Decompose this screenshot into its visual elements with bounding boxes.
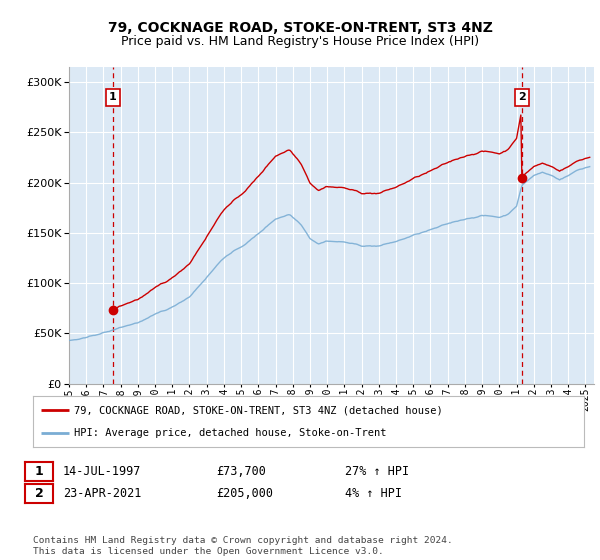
Text: 4% ↑ HPI: 4% ↑ HPI [345,487,402,501]
Text: 14-JUL-1997: 14-JUL-1997 [63,465,142,478]
Text: 79, COCKNAGE ROAD, STOKE-ON-TRENT, ST3 4NZ (detached house): 79, COCKNAGE ROAD, STOKE-ON-TRENT, ST3 4… [74,405,443,415]
Text: HPI: Average price, detached house, Stoke-on-Trent: HPI: Average price, detached house, Stok… [74,428,387,438]
Text: 1: 1 [35,465,43,478]
Text: 2: 2 [518,92,526,102]
Text: £205,000: £205,000 [216,487,273,501]
Text: Price paid vs. HM Land Registry's House Price Index (HPI): Price paid vs. HM Land Registry's House … [121,35,479,48]
Text: 1: 1 [109,92,116,102]
Text: 2: 2 [35,487,43,501]
Text: 27% ↑ HPI: 27% ↑ HPI [345,465,409,478]
Text: 23-APR-2021: 23-APR-2021 [63,487,142,501]
Text: Contains HM Land Registry data © Crown copyright and database right 2024.
This d: Contains HM Land Registry data © Crown c… [33,536,453,556]
Text: £73,700: £73,700 [216,465,266,478]
Text: 79, COCKNAGE ROAD, STOKE-ON-TRENT, ST3 4NZ: 79, COCKNAGE ROAD, STOKE-ON-TRENT, ST3 4… [107,21,493,35]
